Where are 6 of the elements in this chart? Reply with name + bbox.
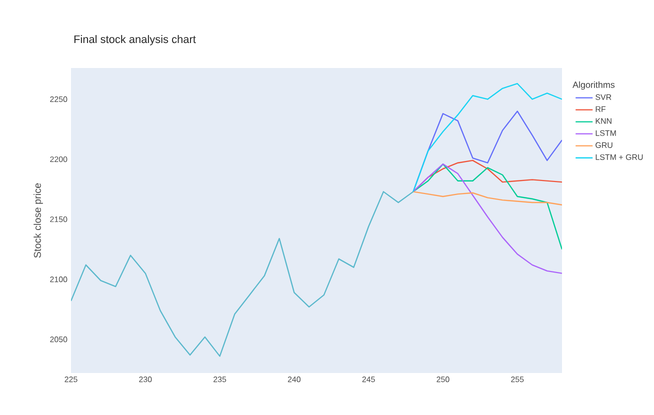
line-series — [412, 163, 562, 250]
legend-title: Algorithms — [572, 81, 615, 90]
line-series — [412, 83, 562, 192]
line-series — [71, 191, 414, 357]
y-axis-title: Stock close price — [34, 183, 43, 258]
chart-title: Final stock analysis chart — [74, 35, 196, 46]
